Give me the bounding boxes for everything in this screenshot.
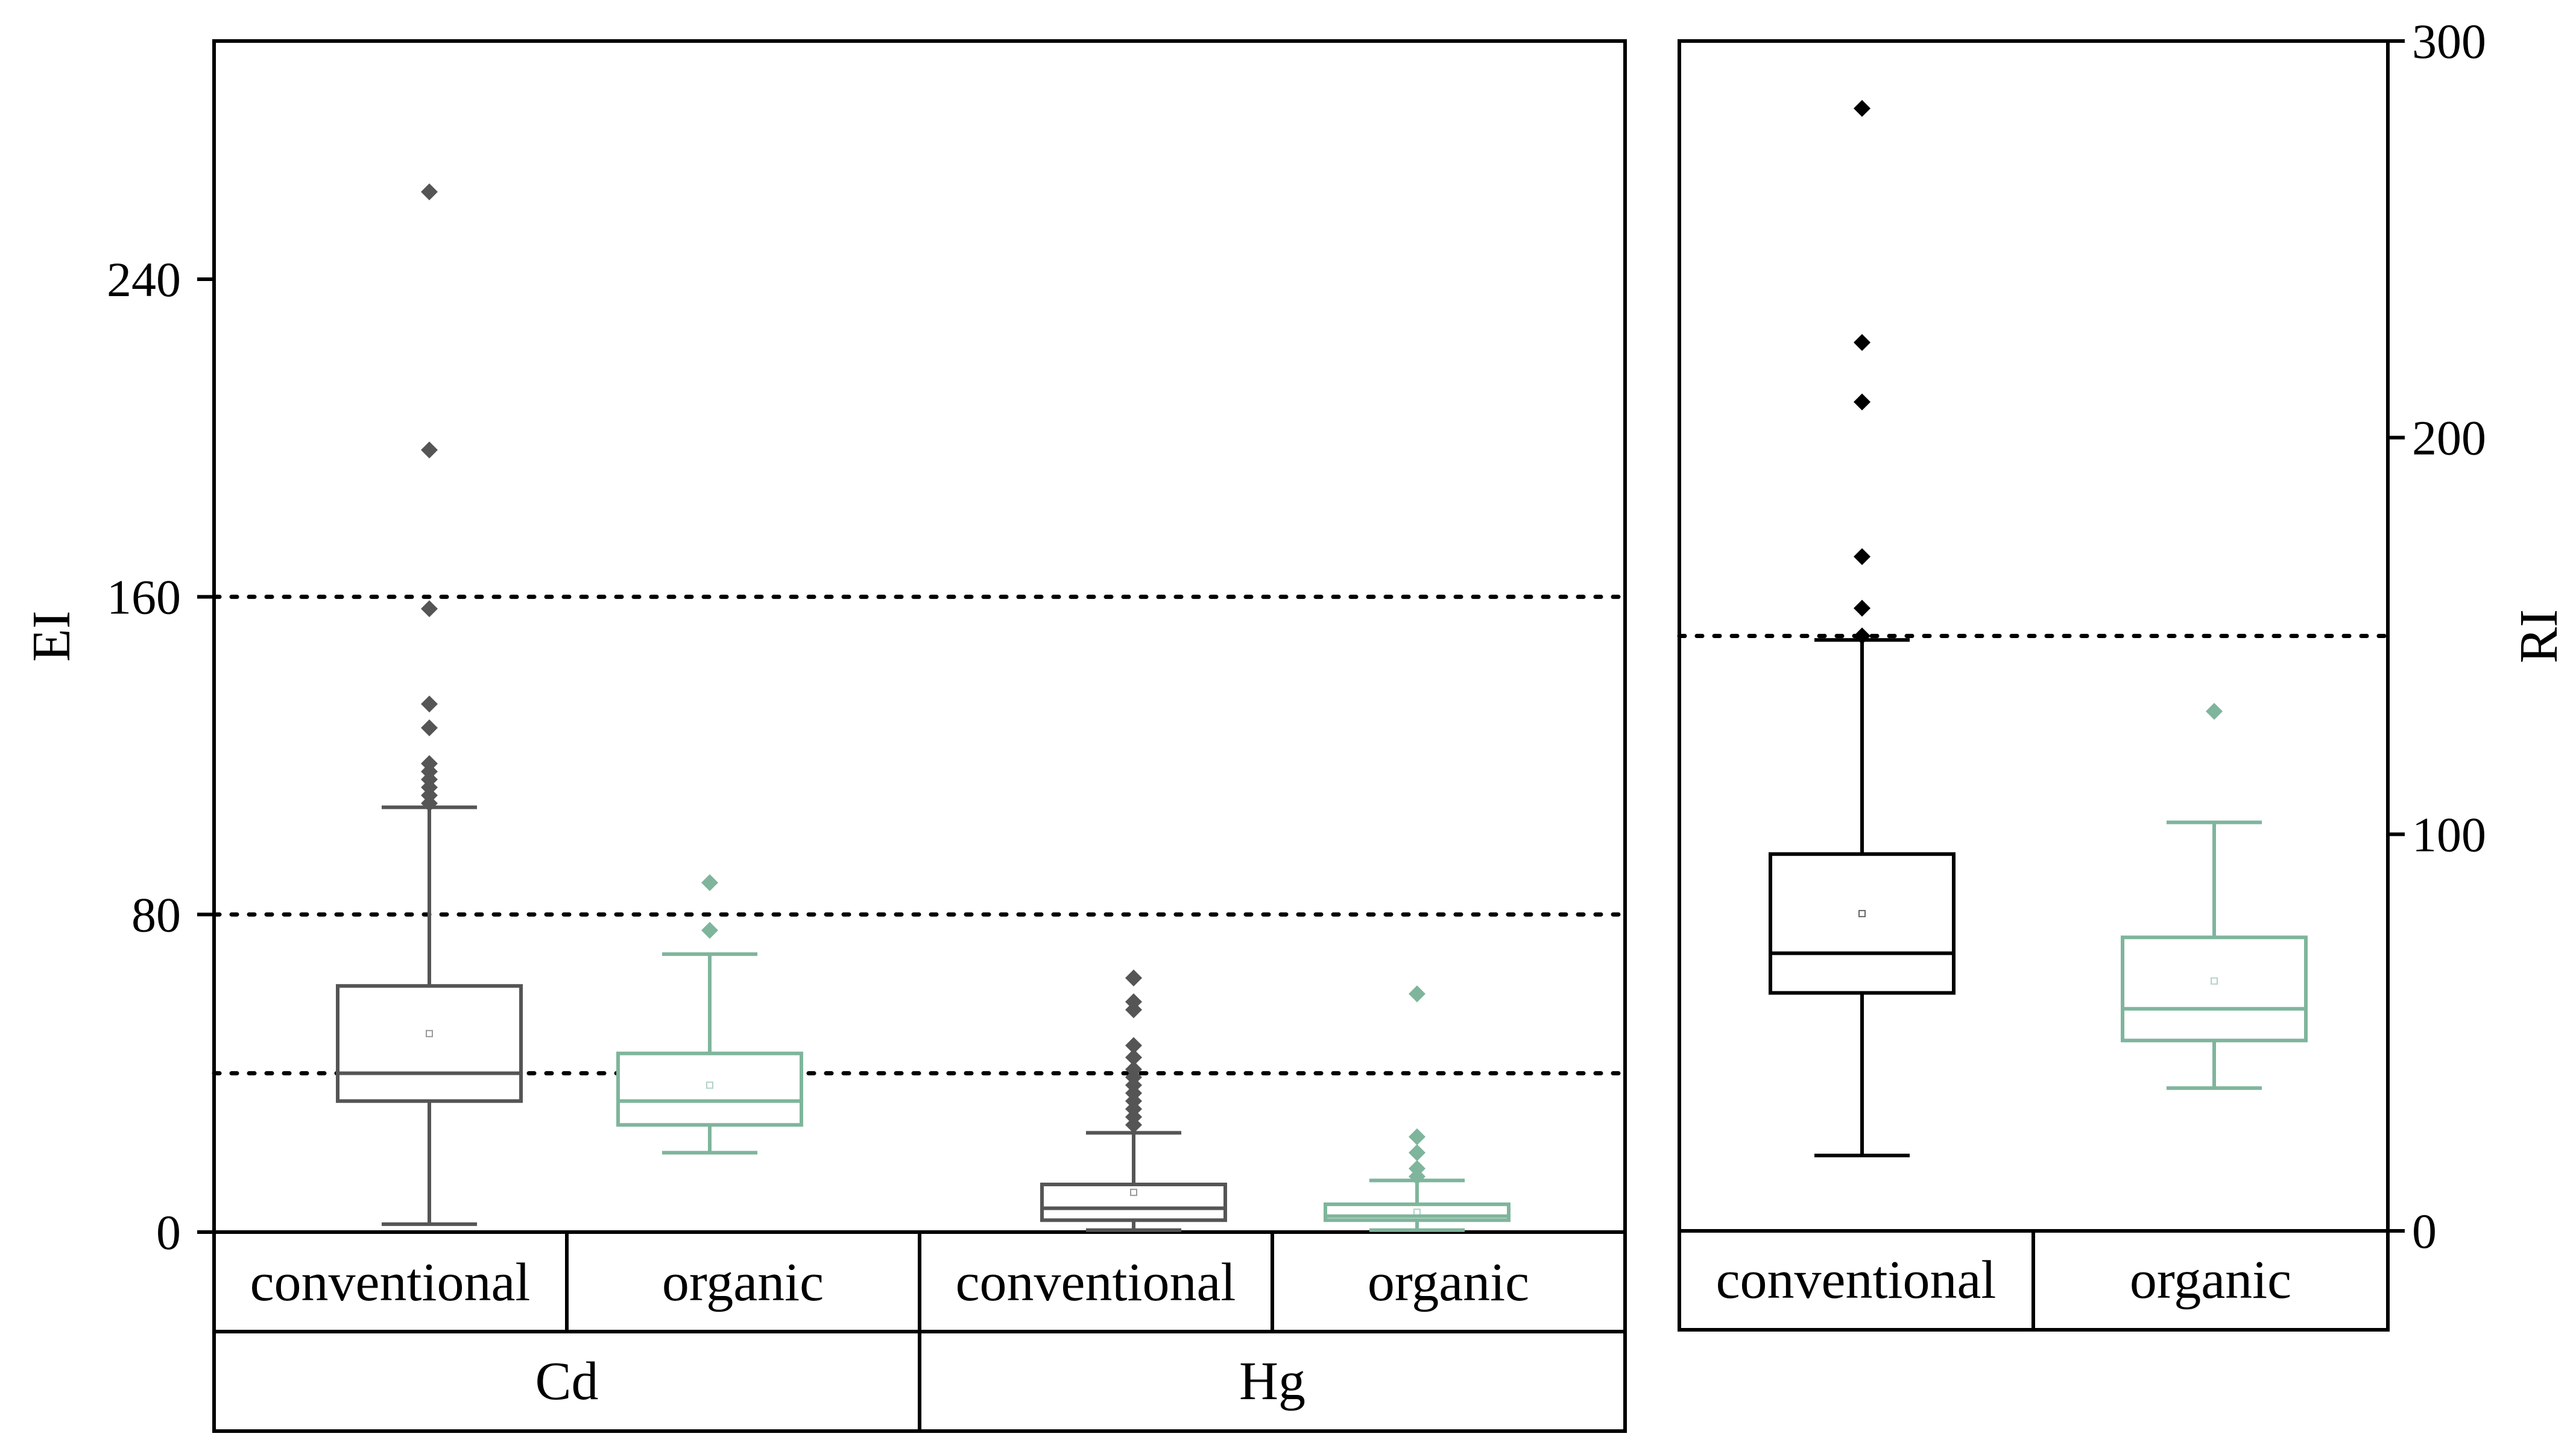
mean-marker	[426, 1029, 433, 1037]
outlier-point	[1854, 100, 1870, 117]
right-boxplots	[1769, 100, 2308, 1158]
outlier-point	[421, 695, 438, 713]
outlier-point	[1125, 1049, 1142, 1066]
category-label-hg-organic: organic	[1368, 1253, 1529, 1312]
outlier-point	[1854, 334, 1870, 351]
category-label-ri-conventional: conventional	[1716, 1250, 1997, 1310]
outlier-point	[1409, 985, 1425, 1002]
outlier-point	[421, 795, 438, 812]
left-boxplots	[336, 183, 1511, 1232]
outlier-point	[1125, 1116, 1142, 1134]
category-label-cd-organic: organic	[662, 1253, 824, 1312]
outlier-point	[1854, 548, 1870, 565]
left-reference-lines	[212, 595, 1627, 1076]
interquartile-box	[2121, 935, 2308, 1043]
mean-marker	[1413, 1209, 1421, 1216]
ei-y-tick-label: 240	[107, 252, 181, 307]
outlier-point	[1125, 1001, 1142, 1019]
ri-y-tick-label: 300	[2412, 14, 2486, 69]
outlier-point	[2206, 703, 2223, 720]
outlier-point	[1854, 627, 1870, 645]
category-label-ri-organic: organic	[2130, 1250, 2291, 1310]
outlier-point	[421, 183, 438, 201]
outlier-point	[421, 600, 438, 618]
group-label-cd: Cd	[535, 1351, 598, 1411]
outlier-point	[1854, 599, 1870, 617]
ri-y-tick-label: 100	[2412, 807, 2486, 862]
category-label-hg-conventional: conventional	[956, 1253, 1236, 1312]
ei-box-cd-conventional	[336, 183, 523, 1226]
outlier-point	[1125, 1037, 1142, 1054]
ei-y-tick-label: 80	[131, 887, 181, 942]
right-y-axis-title: RI	[2509, 609, 2569, 663]
mean-marker	[706, 1081, 713, 1089]
outlier-point	[701, 874, 718, 891]
mean-marker	[1130, 1189, 1137, 1197]
right-y-axis: 0 100 200 300	[2388, 14, 2486, 1259]
group-label-hg: Hg	[1239, 1351, 1305, 1411]
outlier-point	[1409, 1144, 1425, 1162]
left-y-axis: 0 80 160 240	[107, 252, 214, 1260]
outlier-point	[1409, 1128, 1425, 1145]
left-y-axis-title: EI	[22, 611, 81, 662]
ei-box-hg-organic	[1324, 985, 1511, 1232]
category-label-cd-conventional: conventional	[250, 1253, 531, 1312]
interquartile-box	[1040, 1183, 1227, 1222]
ri-box-conventional	[1769, 100, 1956, 1158]
interquartile-box	[1769, 852, 1956, 995]
outlier-point	[1854, 393, 1870, 411]
outlier-point	[701, 921, 718, 939]
interquartile-box	[616, 1051, 803, 1127]
mean-marker	[1858, 909, 1866, 917]
outlier-point	[421, 719, 438, 736]
outlier-point	[421, 441, 438, 459]
ri-y-tick-label: 200	[2412, 411, 2486, 466]
outlier-point	[1125, 969, 1142, 987]
ei-y-tick-label: 160	[107, 570, 181, 625]
ri-y-tick-label: 0	[2412, 1204, 2437, 1259]
ei-box-cd-organic	[616, 874, 803, 1155]
ei-y-tick-label: 0	[156, 1205, 181, 1260]
ei-box-hg-conventional	[1040, 969, 1227, 1232]
interquartile-box	[336, 984, 523, 1103]
outlier-point	[1409, 1168, 1425, 1185]
ri-box-organic	[2121, 703, 2308, 1090]
mean-marker	[2211, 977, 2218, 985]
